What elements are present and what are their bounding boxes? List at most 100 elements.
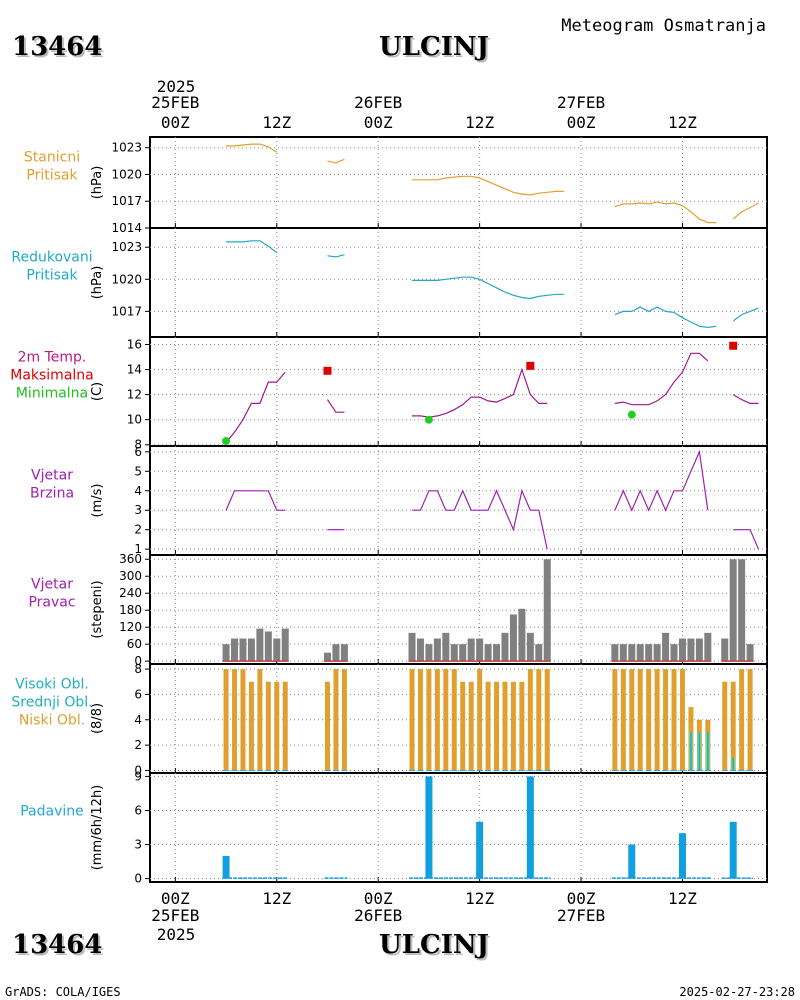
- ytick-label-2: 1023: [111, 240, 142, 254]
- direction-bar-32: [645, 644, 653, 662]
- low-cloud-bar-21: [494, 681, 500, 771]
- direction-bar-30: [628, 644, 636, 662]
- series-line-0: [226, 240, 278, 254]
- ytick-label-0: 0: [134, 872, 142, 886]
- direction-bar-14: [433, 638, 441, 662]
- high-cloud-bar-39: [707, 732, 709, 771]
- ytick-label-1: 3: [134, 838, 142, 852]
- low-cloud-bar-29: [620, 669, 626, 771]
- direction-bar-11: [408, 632, 416, 662]
- direction-bar-20: [484, 644, 492, 662]
- bottom-hour-label-5: 12Z: [668, 889, 697, 908]
- ytick-label-0: 0: [134, 763, 142, 777]
- panel-label-0: Stanicni: [24, 150, 80, 166]
- panel-label-0: Visoki Obl.: [15, 677, 89, 693]
- low-cloud-bar-35: [671, 669, 677, 771]
- ytick-label-2: 4: [134, 713, 142, 727]
- ytick-label-3: 1023: [111, 141, 142, 155]
- panels: 1014101710201023(hPa)StanicniPritisak101…: [10, 136, 768, 886]
- direction-bar-16: [450, 644, 458, 662]
- series-line-4: [732, 202, 759, 220]
- panel-frame: [149, 136, 768, 229]
- ytick-label-2: 12: [127, 388, 142, 402]
- bottom-station-name: ULCINJ: [379, 930, 489, 960]
- series-line-0: [225, 490, 286, 511]
- bottom-station-id: 13464: [12, 930, 102, 960]
- footer-left: GrADS: COLA/IGES: [5, 985, 121, 999]
- low-cloud-bar-9: [333, 669, 339, 771]
- direction-bar-3: [247, 638, 255, 662]
- min-point-1: [424, 415, 433, 424]
- top-hour-label-4: 00Z: [567, 113, 596, 132]
- panel-label-0: Padavine: [20, 804, 84, 820]
- low-cloud-bar-18: [468, 681, 474, 771]
- direction-bar-39: [704, 632, 712, 662]
- series-line-1: [327, 254, 345, 258]
- series-line-1: [327, 158, 345, 164]
- panel-label-2: Niski Obl.: [19, 713, 85, 729]
- panel-reduced_pressure: 1017 1020 1023 (hPa)Redukovani Pritisak: [11, 227, 768, 338]
- direction-bar-7: [281, 628, 289, 662]
- bottom-station-name-shadow: ULCINJ: [381, 932, 491, 962]
- series-line-3: [614, 306, 717, 329]
- unit-label: (stepeni): [90, 580, 105, 638]
- low-cloud-bar-34: [663, 669, 669, 771]
- low-cloud-bar-6: [274, 681, 280, 771]
- plot-area: [226, 143, 759, 224]
- ytick-label-0: 0: [134, 654, 142, 668]
- series-line-0: [226, 143, 278, 153]
- low-cloud-bar-25: [527, 669, 533, 771]
- unit-label: (C): [90, 382, 105, 401]
- direction-bar-24: [518, 608, 526, 662]
- low-cloud-bar-13: [426, 669, 432, 771]
- plot-area: [223, 669, 754, 771]
- low-cloud-bar-5: [265, 681, 271, 771]
- panel-wind_speed: 1 2 3 4 5 6 (m/s) Vjetar Brzina: [30, 445, 768, 556]
- panel-label-1: Pravac: [28, 595, 75, 611]
- direction-bar-23: [509, 614, 517, 662]
- low-cloud-bar-28: [612, 669, 618, 771]
- low-cloud-bar-31: [637, 669, 643, 771]
- low-cloud-bar-30: [629, 669, 635, 771]
- plot-area: [225, 449, 760, 550]
- top-date-label-0: 25FEB: [151, 93, 199, 112]
- direction-bar-40: [721, 638, 729, 662]
- ytick-label-4: 240: [119, 586, 142, 600]
- series-line-2: [412, 276, 565, 300]
- ytick-label-2: 1020: [111, 167, 142, 181]
- direction-bar-4: [256, 628, 264, 662]
- series-line-3: [614, 449, 709, 512]
- ytick-label-4: 5: [134, 464, 142, 478]
- panel-label-1: Brzina: [30, 486, 74, 502]
- direction-bar-13: [425, 644, 433, 662]
- panel-frame: [149, 336, 768, 447]
- direction-bar-19: [476, 638, 484, 662]
- low-cloud-bar-20: [485, 681, 491, 771]
- footer-right: 2025-02-27-23:28: [679, 985, 795, 999]
- station-name: ULCINJ: [379, 32, 489, 62]
- low-cloud-bar-41: [730, 681, 736, 771]
- bottom-date-label-0: 25FEB: [151, 906, 199, 925]
- ytick-label-0: 8: [134, 438, 142, 452]
- direction-bar-18: [467, 638, 475, 662]
- ytick-label-2: 6: [134, 803, 142, 817]
- direction-bar-1: [231, 638, 239, 662]
- low-cloud-bar-22: [502, 681, 508, 771]
- direction-bar-6: [273, 638, 281, 662]
- precip-bar-2: [476, 821, 484, 879]
- low-cloud-bar-42: [739, 669, 745, 771]
- ytick-label-5: 300: [119, 569, 142, 583]
- high-cloud-bar-37: [690, 732, 692, 771]
- direction-bar-12: [416, 638, 424, 662]
- bottom-hour-label-4: 00Z: [567, 889, 596, 908]
- top-hour-label-5: 12Z: [668, 113, 697, 132]
- low-cloud-bar-27: [544, 669, 550, 771]
- panel-temperature: 8 10 12 14 16 (C) 2m Temp. Maksimalna Minimalna: [10, 336, 768, 452]
- ytick-label-3: 6: [134, 687, 142, 701]
- ytick-label-1: 10: [127, 413, 142, 427]
- high-cloud-bar-41: [732, 757, 734, 771]
- high-cloud-bar-38: [698, 732, 701, 771]
- series-line-2: [412, 367, 548, 418]
